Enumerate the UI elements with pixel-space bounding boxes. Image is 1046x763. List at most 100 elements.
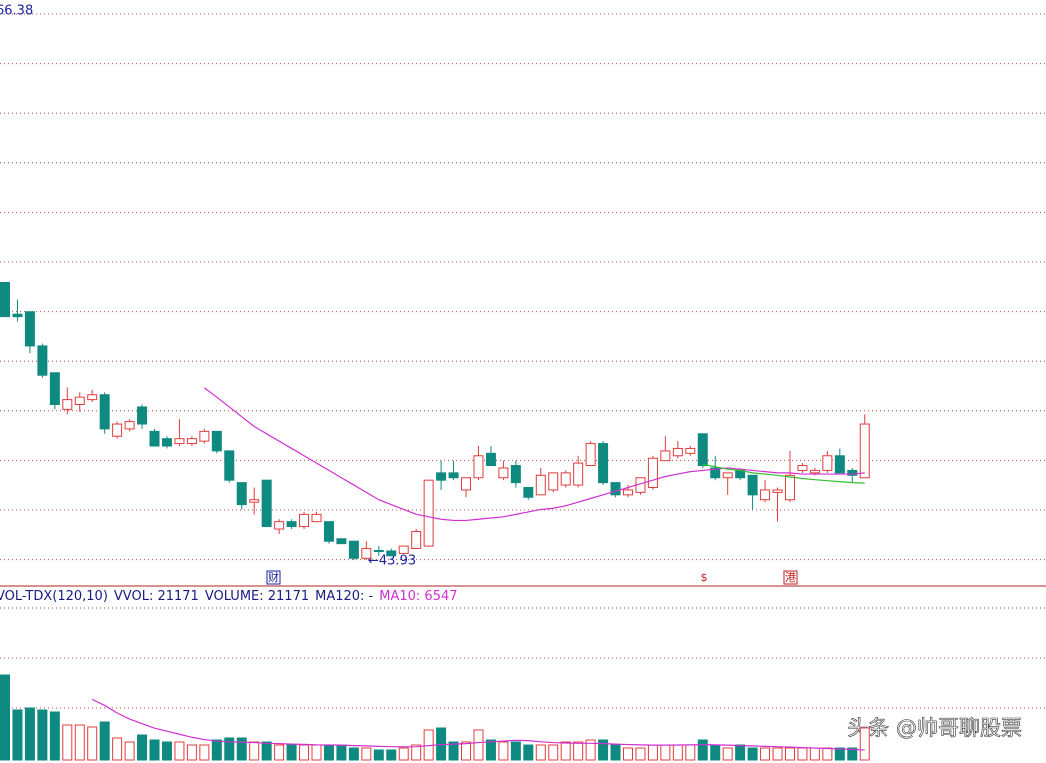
volume-bar <box>847 747 858 761</box>
candle-body <box>859 423 870 479</box>
volume-bar <box>461 741 472 761</box>
volume-bar <box>623 747 633 761</box>
candle-body <box>373 549 384 552</box>
candle-body <box>249 499 260 503</box>
candle-body <box>523 487 534 498</box>
volume-bar <box>386 749 397 761</box>
candle-body <box>411 530 422 550</box>
candle-body <box>535 474 546 496</box>
candle-body <box>299 513 310 528</box>
volume-bar <box>74 724 85 761</box>
candle-body <box>610 482 621 496</box>
candle-body <box>37 345 48 376</box>
volume-bar <box>685 744 696 761</box>
candle-body <box>348 540 359 559</box>
volume-bar <box>12 709 23 761</box>
volume-bar <box>161 741 172 761</box>
volume-bar <box>498 741 509 761</box>
marker-box <box>783 570 798 585</box>
volume-bar <box>560 741 571 761</box>
candle-body <box>0 281 10 318</box>
candle-body <box>598 443 609 484</box>
candle-body <box>112 423 123 437</box>
candle-body <box>822 455 833 471</box>
volume-bar <box>124 741 135 761</box>
volume-bar <box>37 709 48 761</box>
candle-body <box>224 450 235 481</box>
volume-bar <box>784 747 795 761</box>
volume-bar <box>710 744 721 761</box>
candle-body <box>62 399 73 410</box>
volume-bar <box>99 721 110 761</box>
volume-bar <box>772 747 783 761</box>
volume-bar <box>336 744 347 761</box>
candle-body <box>510 465 521 484</box>
volume-bar <box>448 741 459 761</box>
volume-bar <box>473 729 484 761</box>
candle-body <box>797 465 808 471</box>
volume-bar <box>186 744 197 761</box>
candle-body <box>672 447 683 457</box>
candle-body <box>161 438 172 447</box>
volume-bar <box>697 739 708 761</box>
candle-body <box>211 430 222 452</box>
volume-bar <box>274 744 285 761</box>
candle-body <box>137 406 148 425</box>
candle-body <box>149 430 160 447</box>
legend-entry: VOLUME: 21171 <box>205 589 309 604</box>
candle-body <box>87 394 98 401</box>
volume-bar <box>722 747 733 761</box>
candle-body <box>124 421 135 430</box>
candle-body <box>660 450 671 462</box>
volume-bar <box>211 739 222 761</box>
candle-body <box>199 430 210 442</box>
candle-body <box>585 443 596 467</box>
candle-body <box>772 489 783 493</box>
volume-bar <box>199 744 210 761</box>
volume-bar <box>137 734 148 761</box>
volume-bar <box>672 744 683 761</box>
volume-bar <box>610 744 621 761</box>
volume-bar <box>174 741 185 761</box>
candle-body <box>311 513 322 523</box>
volume-bar <box>348 747 359 761</box>
candle-body <box>710 467 721 479</box>
volume-bar <box>548 744 559 761</box>
candle-body <box>747 474 758 496</box>
volume-bar <box>747 747 758 761</box>
volume-bar <box>760 747 771 761</box>
volume-bar <box>87 726 98 761</box>
volume-bar <box>398 747 409 761</box>
candle-body <box>847 469 858 476</box>
volume-bar <box>485 739 496 761</box>
marker-box <box>266 570 281 585</box>
candle-body <box>361 548 372 559</box>
volume-bar <box>299 744 310 761</box>
candle-body <box>186 438 197 445</box>
volume-bar <box>49 711 60 761</box>
volume-bar <box>373 749 384 761</box>
legend-entry: VOL-TDX(120,10) <box>0 589 108 604</box>
volume-bar <box>822 747 833 761</box>
candle-body <box>286 521 297 528</box>
low-label: ←43.93 <box>368 554 416 569</box>
volume-bar <box>411 744 422 761</box>
marker: 港 <box>785 571 796 584</box>
volume-bar <box>598 739 609 761</box>
candle-body <box>548 472 559 491</box>
candle-body <box>323 521 334 542</box>
volume-bar <box>510 741 521 761</box>
candle-body <box>448 472 459 479</box>
candle-body <box>697 433 708 467</box>
legend-entry: MA120: - <box>315 589 373 604</box>
candle-body <box>722 472 733 479</box>
candle-body <box>647 457 658 489</box>
candle-body <box>809 469 820 474</box>
volume-bar <box>647 744 658 761</box>
volume-bar <box>286 744 297 761</box>
candle-body <box>760 489 771 501</box>
volume-bar <box>311 744 322 761</box>
volume-bar <box>361 747 372 761</box>
candle-body <box>236 482 247 506</box>
